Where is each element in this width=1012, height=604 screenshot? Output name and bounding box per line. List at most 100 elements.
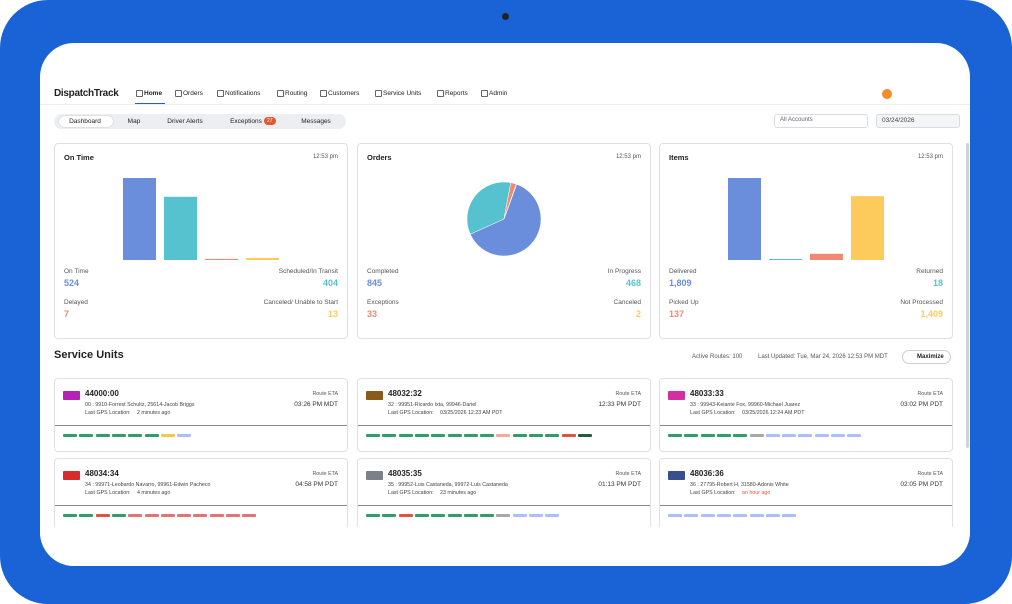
eta-label: Route ETA <box>615 471 641 477</box>
stop-segment <box>545 514 560 517</box>
summary-card: On Time 12:53 pm On Time 524 Scheduled/In Tr… <box>54 143 348 339</box>
nav-icon <box>217 90 224 97</box>
eta-label: Route ETA <box>917 391 943 397</box>
stop-segment <box>831 434 845 437</box>
tab[interactable]: Driver Alerts <box>167 118 203 125</box>
metric-value: 7 <box>64 309 70 319</box>
nav-icon <box>320 90 327 97</box>
stop-segment <box>668 434 682 437</box>
stop-segment <box>577 434 592 437</box>
stop-segment <box>733 514 748 517</box>
nav-item[interactable]: Orders <box>183 90 203 97</box>
maximize-button[interactable] <box>902 350 951 364</box>
nav-item[interactable]: Notifications <box>225 90 261 97</box>
unit-drivers: 00 : 9910-Forrest Schultz, 25614-Jacob B… <box>85 402 195 408</box>
stop-segment <box>382 434 397 437</box>
stop-segment <box>814 434 829 437</box>
bar <box>810 253 843 260</box>
stop-segment <box>209 514 224 517</box>
pie-slice <box>466 181 512 235</box>
stop-segment <box>496 514 511 517</box>
stop-segment <box>242 514 257 517</box>
eta: 01:13 PM PDT <box>598 481 641 488</box>
metric-label: Exceptions <box>367 299 399 306</box>
metric-label: On Time <box>64 268 89 275</box>
gps-label: Last GPS Location: <box>85 490 131 496</box>
user-avatar[interactable] <box>882 89 892 99</box>
unit-card: 48033:33 33 : 99943-Keiante Fox, 99960-Mi… <box>659 378 953 452</box>
eta: 03:26 PM MDT <box>294 401 338 408</box>
nav-item[interactable]: Reports <box>445 90 468 97</box>
metric-label: Canceled/ Unable to Start <box>263 299 338 306</box>
stop-segment <box>95 514 110 517</box>
nav-icon <box>481 90 488 97</box>
metric-value: 18 <box>932 278 943 288</box>
gps-time: 2 minutes ago <box>137 410 171 416</box>
account-select[interactable] <box>774 114 868 128</box>
stop-segment <box>431 514 446 517</box>
stop-segment <box>447 434 462 437</box>
tab[interactable]: Exceptions <box>230 118 262 125</box>
unit-card: 48032:32 32 : 99951-Ricardo Ixta, 99946-D… <box>357 378 651 452</box>
tab[interactable]: Messages <box>301 118 331 125</box>
unit-id: 48033:33 <box>690 389 724 398</box>
nav-icon <box>175 90 182 97</box>
gps-time: an hour ago <box>742 490 771 496</box>
card-time: 12:53 pm <box>917 154 943 160</box>
metric-value: 2 <box>635 309 641 319</box>
metric-label: Scheduled/In Transit <box>278 268 338 275</box>
stop-segment <box>111 514 126 517</box>
stop-segment <box>512 514 527 517</box>
date-text: 03/24/2026 <box>882 117 915 124</box>
unit-id: 48034:34 <box>85 469 119 478</box>
stop-segment <box>782 434 797 437</box>
unit-id: 48036:36 <box>690 469 724 478</box>
stop-segment <box>798 434 813 437</box>
nav-item[interactable]: Service Units <box>383 90 422 97</box>
unit-drivers: 32 : 99951-Ricardo Ixta, 99946-Dariel <box>388 402 477 408</box>
card-time: 12:53 pm <box>615 154 641 160</box>
gps-label: Last GPS Location: <box>388 490 434 496</box>
stop-segment <box>111 434 126 437</box>
gps-label: Last GPS Location: <box>388 410 434 416</box>
stop-segment <box>545 434 560 437</box>
stop-segment <box>716 434 731 437</box>
stop-segment <box>716 514 731 517</box>
metric-value: 33 <box>367 309 378 319</box>
stop-segment <box>193 514 208 517</box>
unit-drivers: 34 : 99971-Leobardo Navarro, 99961-Edwin… <box>85 482 211 488</box>
stop-segment <box>765 514 780 517</box>
unit-card: 48036:36 36 : 27795-Robert H, 31580-Adoni… <box>659 458 953 532</box>
nav-item[interactable]: Home <box>144 90 163 97</box>
stop-segment <box>447 514 462 517</box>
date-input[interactable] <box>876 114 960 128</box>
nav-icon <box>277 90 284 97</box>
gps-time: 23 minutes ago <box>440 490 477 496</box>
stop-segment <box>700 434 715 437</box>
content-mask <box>40 527 970 566</box>
gps-label: Last GPS Location: <box>690 410 736 416</box>
stop-segment <box>733 434 748 437</box>
nav-item[interactable]: Admin <box>489 90 508 97</box>
metric-value: 137 <box>669 309 685 319</box>
nav-item[interactable]: Routing <box>285 90 308 97</box>
metric-value: 1,809 <box>669 278 692 288</box>
unit-id: 44000:00 <box>85 389 119 398</box>
stop-segment <box>398 514 413 517</box>
stop-segment <box>79 514 94 517</box>
chart <box>123 178 279 260</box>
unit-drivers: 35 : 99952-Luis Castaneda, 99972-Luis Ca… <box>388 482 508 488</box>
tab[interactable]: Dashboard <box>69 118 101 125</box>
tab[interactable]: Map <box>127 118 141 125</box>
truck-icon <box>668 391 685 400</box>
eta: 02:05 PM PDT <box>900 481 943 488</box>
stop-segment <box>144 434 159 437</box>
metric-label: Not Processed <box>900 299 943 306</box>
stop-segment <box>684 514 699 517</box>
stop-segment <box>128 514 143 517</box>
nav-item[interactable]: Customers <box>328 90 360 97</box>
stop-segment <box>529 434 543 437</box>
stop-segment <box>700 514 715 517</box>
stop-segment <box>177 434 192 437</box>
unit-divider <box>55 505 347 506</box>
